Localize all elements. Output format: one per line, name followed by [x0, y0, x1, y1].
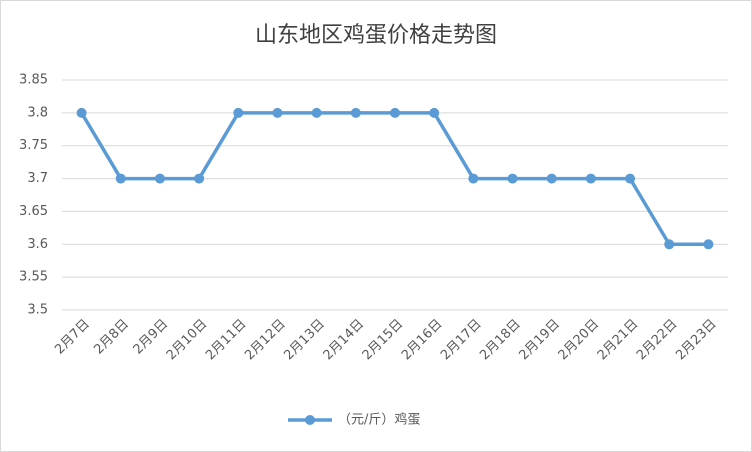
y-tick-label: 3.65 [19, 204, 48, 219]
point [390, 107, 400, 118]
point [429, 107, 440, 118]
y-tick-label: 3.8 [27, 105, 48, 120]
point [76, 107, 87, 118]
legend-label: （元/斤）鸡蛋 [338, 412, 420, 428]
point [154, 173, 165, 184]
point [507, 173, 518, 184]
y-tick-label: 3.55 [19, 270, 48, 285]
y-tick-label: 3.5 [27, 303, 48, 318]
point [585, 173, 596, 184]
y-tick-label: 3.6 [27, 237, 48, 252]
y-tick-label: 3.75 [19, 138, 48, 153]
point [703, 239, 714, 250]
point [194, 173, 205, 184]
y-tick-label: 3.85 [19, 73, 48, 88]
point [468, 173, 479, 184]
y-tick-label: 3.7 [27, 171, 48, 186]
point [272, 107, 283, 118]
point [311, 107, 322, 118]
chart-title: 山东地区鸡蛋价格走势图 [255, 23, 497, 48]
point [350, 107, 361, 118]
point [115, 173, 126, 184]
point [233, 107, 244, 118]
legend-marker [305, 415, 315, 425]
point [546, 173, 557, 184]
point [664, 239, 675, 250]
point [625, 173, 636, 184]
